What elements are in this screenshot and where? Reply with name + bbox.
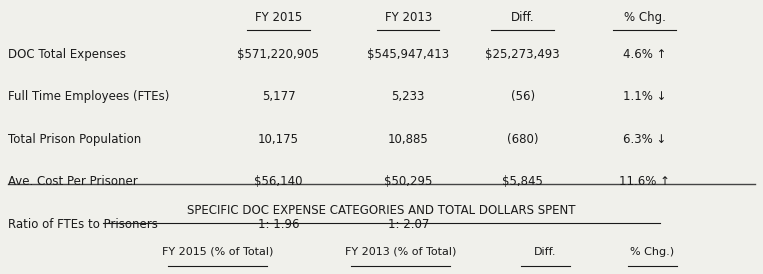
Text: FY 2013: FY 2013 xyxy=(385,11,432,24)
Text: 5,177: 5,177 xyxy=(262,90,295,103)
Text: Ave. Cost Per Prisoner: Ave. Cost Per Prisoner xyxy=(8,175,137,188)
Text: $545,947,413: $545,947,413 xyxy=(367,48,449,61)
Text: 1: 1.96: 1: 1.96 xyxy=(258,218,299,231)
Text: $571,220,905: $571,220,905 xyxy=(237,48,320,61)
Text: $25,273,493: $25,273,493 xyxy=(485,48,560,61)
Text: $50,295: $50,295 xyxy=(384,175,433,188)
Text: 1: 2.07: 1: 2.07 xyxy=(388,218,429,231)
Text: DOC Total Expenses: DOC Total Expenses xyxy=(8,48,126,61)
Text: % Chg.): % Chg.) xyxy=(630,247,674,256)
Text: FY 2015: FY 2015 xyxy=(255,11,302,24)
Text: $56,140: $56,140 xyxy=(254,175,303,188)
Text: FY 2013 (% of Total): FY 2013 (% of Total) xyxy=(345,247,456,256)
Text: Diff.: Diff. xyxy=(511,11,534,24)
Text: Ratio of FTEs to Prisoners: Ratio of FTEs to Prisoners xyxy=(8,218,157,231)
Text: 6.3% ↓: 6.3% ↓ xyxy=(623,133,666,146)
Text: (56): (56) xyxy=(510,90,535,103)
Text: Total Prison Population: Total Prison Population xyxy=(8,133,141,146)
Text: Full Time Employees (FTEs): Full Time Employees (FTEs) xyxy=(8,90,169,103)
Text: 4.6% ↑: 4.6% ↑ xyxy=(623,48,667,61)
Text: SPECIFIC DOC EXPENSE CATEGORIES AND TOTAL DOLLARS SPENT: SPECIFIC DOC EXPENSE CATEGORIES AND TOTA… xyxy=(187,204,576,217)
Text: 11.6% ↑: 11.6% ↑ xyxy=(620,175,670,188)
Text: 10,885: 10,885 xyxy=(388,133,429,146)
Text: FY 2015 (% of Total): FY 2015 (% of Total) xyxy=(162,247,273,256)
Text: 10,175: 10,175 xyxy=(258,133,299,146)
Text: $5,845: $5,845 xyxy=(502,175,543,188)
Text: Diff.: Diff. xyxy=(534,247,557,256)
Text: (680): (680) xyxy=(507,133,539,146)
Text: 5,233: 5,233 xyxy=(391,90,425,103)
Text: % Chg.: % Chg. xyxy=(624,11,665,24)
Text: 1.1% ↓: 1.1% ↓ xyxy=(623,90,667,103)
